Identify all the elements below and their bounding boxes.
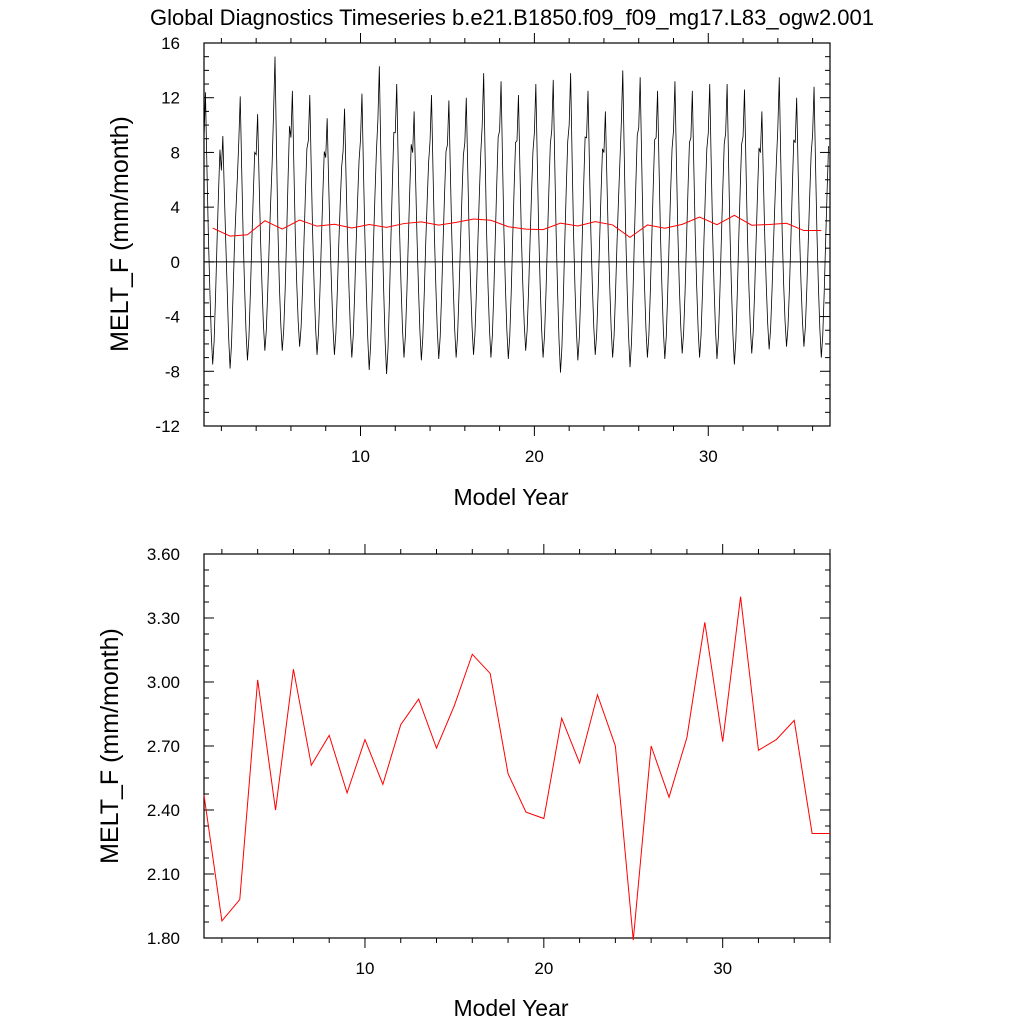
y-tick-label: 3.00 [147,673,180,692]
y-tick-label: 3.30 [147,609,180,628]
figure-title: Global Diagnostics Timeseries b.e21.B185… [150,5,874,30]
x-tick-label: 10 [351,447,370,466]
y-tick-label: 0 [171,253,180,272]
x-axis-label: Model Year [453,484,568,510]
x-tick-label: 10 [356,959,375,978]
y-tick-label: 3.60 [147,545,180,564]
y-tick-label: 12 [161,89,180,108]
x-tick-label: 20 [534,959,553,978]
monthly-series-line [203,56,829,375]
x-tick-label: 30 [713,959,732,978]
annual-mean-line [212,214,822,238]
y-tick-label: 4 [171,198,180,217]
y-tick-label: -8 [165,362,180,381]
y-axis-label: MELT_F (mm/month) [96,628,124,864]
monthly-timeseries-panel: MELT_F (mm/month) Model Year -12 -8 -4 0 4 8 1… [106,33,831,510]
y-tick-label: 1.80 [147,929,180,948]
plot-frame [203,553,831,939]
x-tick-label: 20 [525,447,544,466]
y-tick-label: 16 [161,34,180,53]
y-tick-label: 8 [171,143,180,162]
y-tick-label: 2.40 [147,801,180,820]
y-tick-label: -4 [165,308,180,327]
annual-mean-line [203,596,830,941]
y-tick-label: 2.70 [147,737,180,756]
plot-frame [203,42,831,427]
y-tick-label: 2.10 [147,865,180,884]
y-axis-label: MELT_F (mm/month) [106,116,134,352]
x-tick-label: 30 [699,447,718,466]
x-axis-label: Model Year [453,995,568,1021]
y-tick-label: -12 [155,417,180,436]
annual-mean-panel: MELT_F (mm/month) Model Year 1.80 2.10 2.4… [96,544,831,1021]
